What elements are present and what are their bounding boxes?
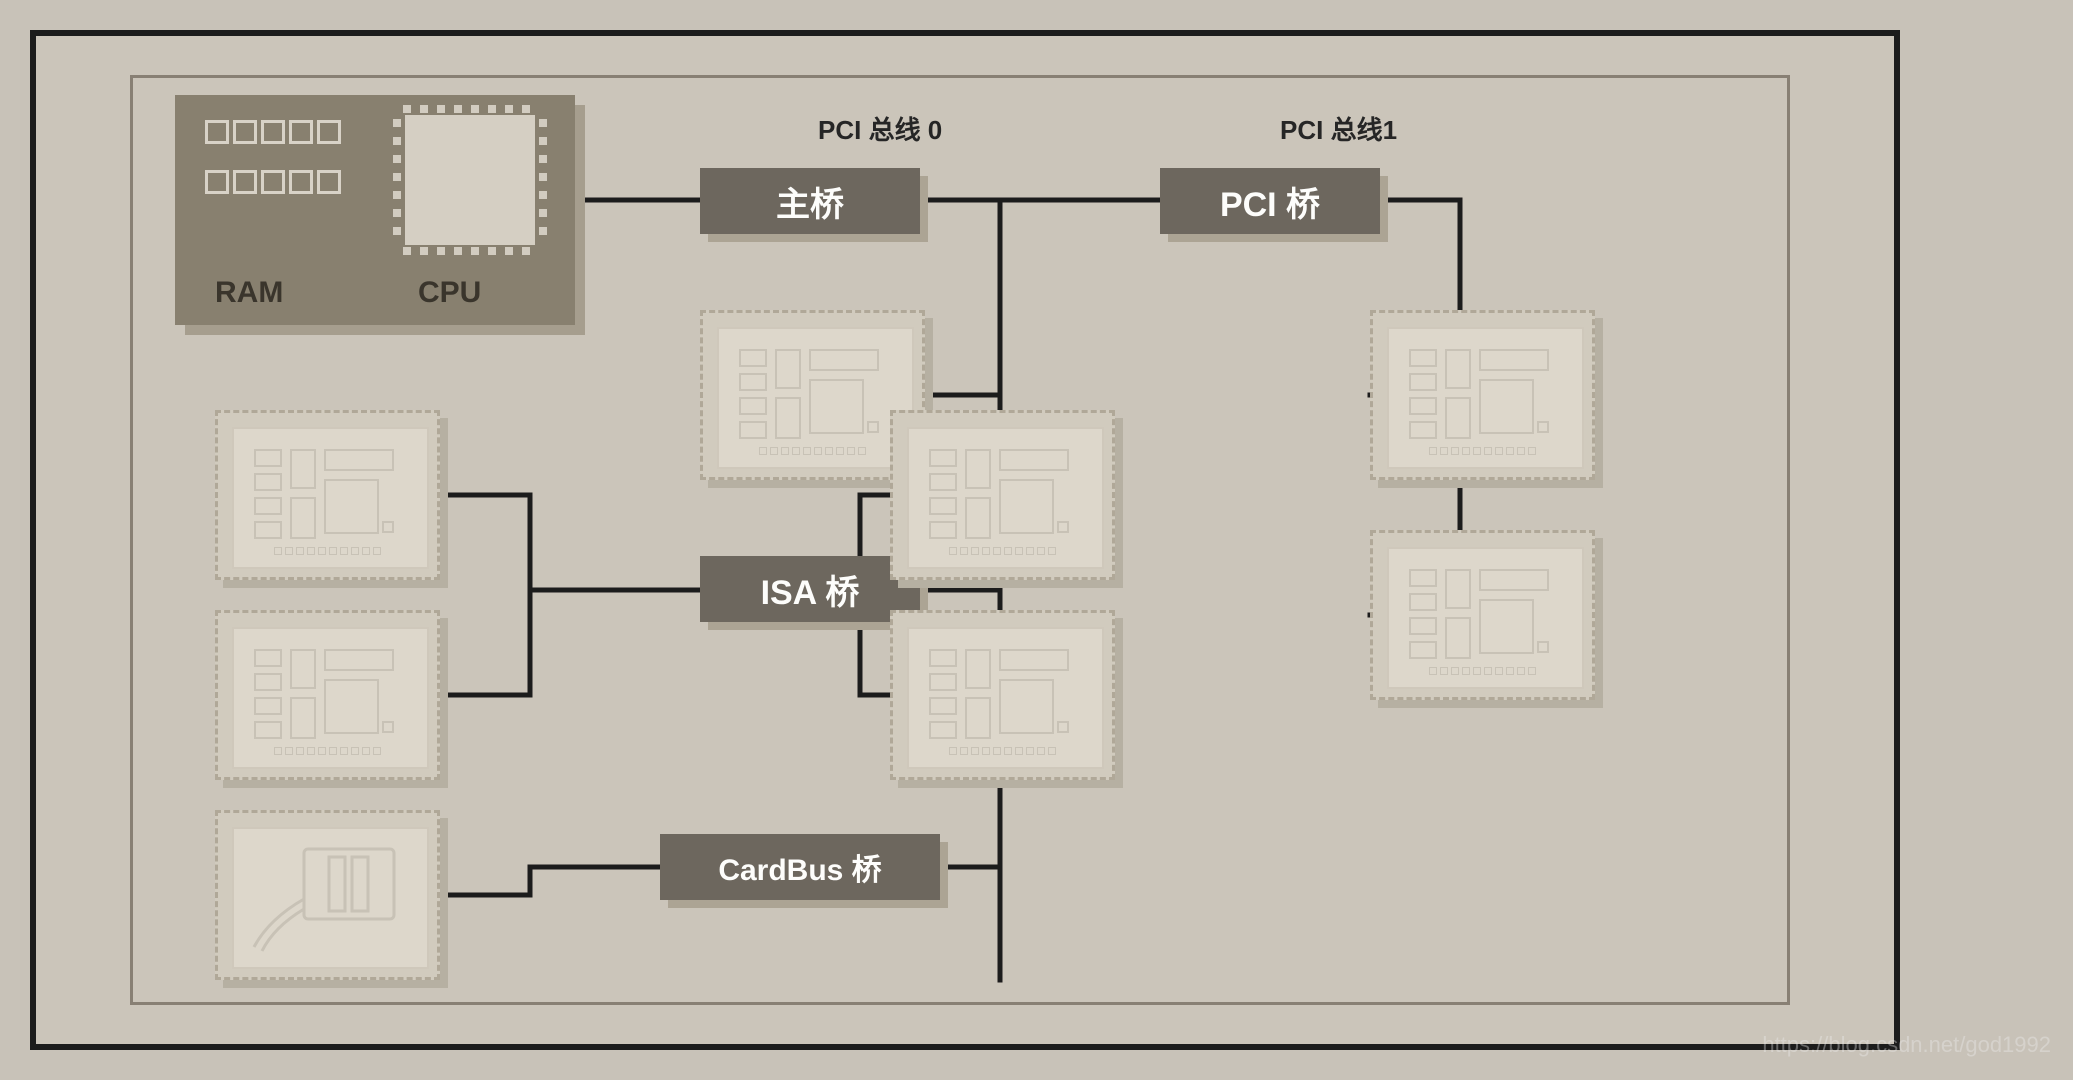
watermark: https://blog.csdn.net/god1992 [1762,1032,2051,1058]
page-root: PCI 总线 0 PCI 总线1 RAM CPU 主桥 PCI 桥 ISA 桥 … [0,0,2073,1080]
isa-bridge-label: ISA 桥 [761,565,860,614]
cpu-label: CPU [418,276,481,310]
bus1-label: PCI 总线1 [1280,110,1397,147]
ram-row-2 [205,170,341,194]
cardbus-bridge-label: CardBus 桥 [718,845,881,889]
ram-row-1 [205,120,341,144]
cardbus-bridge: CardBus 桥 [660,834,940,900]
pci-bridge-label: PCI 桥 [1220,177,1320,226]
device-card-pci0_dev2 [890,410,1115,580]
device-card-pci1_dev2 [1370,530,1595,700]
device-card-cardbus_dev [215,810,440,980]
device-card-isa_dev2 [215,610,440,780]
pccard-icon [234,829,431,971]
device-card-pci1_dev1 [1370,310,1595,480]
device-card-inner [717,327,914,469]
device-card-inner [232,427,429,569]
ram-label: RAM [215,276,283,310]
pci-bridge: PCI 桥 [1160,168,1380,234]
device-card-inner [907,627,1104,769]
device-card-inner [907,427,1104,569]
bus0-label: PCI 总线 0 [818,110,942,147]
device-card-isa_dev1 [215,410,440,580]
isa-bridge: ISA 桥 [700,556,920,622]
device-card-pci0_dev3 [890,610,1115,780]
host-bridge: 主桥 [700,168,920,234]
device-card-inner [232,627,429,769]
ram-cpu-box: RAM CPU [175,95,575,325]
device-card-inner [1387,327,1584,469]
cpu-chip [405,115,535,245]
host-bridge-label: 主桥 [776,177,844,226]
device-card-inner [232,827,429,969]
device-card-inner [1387,547,1584,689]
